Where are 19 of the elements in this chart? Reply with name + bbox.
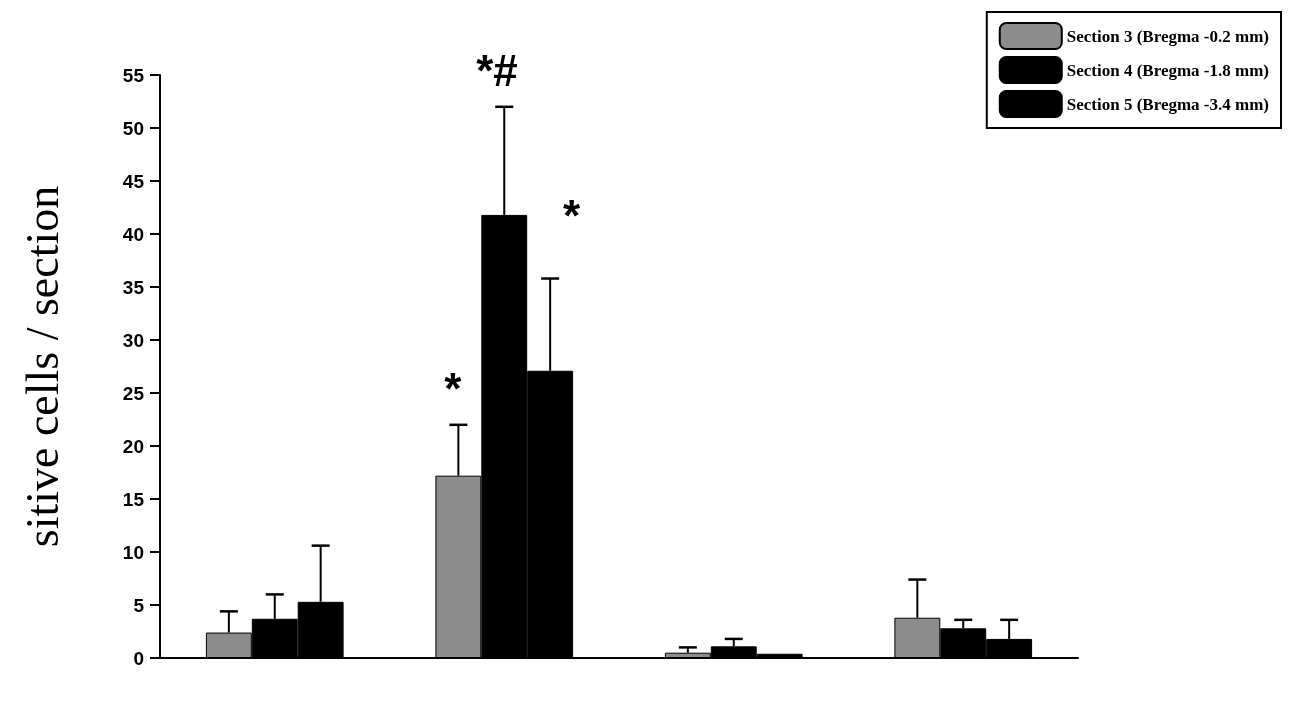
y-tick-label: 35 [122, 276, 145, 298]
y-axis-title: sitive cells / section [16, 185, 68, 548]
annotation: * [563, 191, 582, 241]
y-tick-label: 55 [122, 64, 145, 86]
y-tick-label: 15 [122, 488, 145, 510]
y-tick-label: 0 [133, 647, 144, 669]
legend-label: Section 4 (Bregma -1.8 mm) [1066, 60, 1270, 80]
y-tick-label: 30 [122, 329, 144, 351]
y-tick-label: 45 [122, 170, 145, 192]
annotation: *# [476, 46, 518, 96]
y-tick-label: 25 [122, 382, 145, 404]
y-tick-label: 50 [122, 117, 144, 139]
y-tick-label: 5 [133, 594, 145, 616]
y-tick-label: 10 [122, 541, 144, 563]
legend-label: Section 3 (Bregma -0.2 mm) [1066, 26, 1270, 46]
y-tick-label: 40 [122, 223, 144, 245]
legend-label: Section 5 (Bregma -3.4 mm) [1066, 94, 1270, 114]
annotation: * [444, 364, 463, 414]
y-tick-label: 20 [122, 435, 144, 457]
